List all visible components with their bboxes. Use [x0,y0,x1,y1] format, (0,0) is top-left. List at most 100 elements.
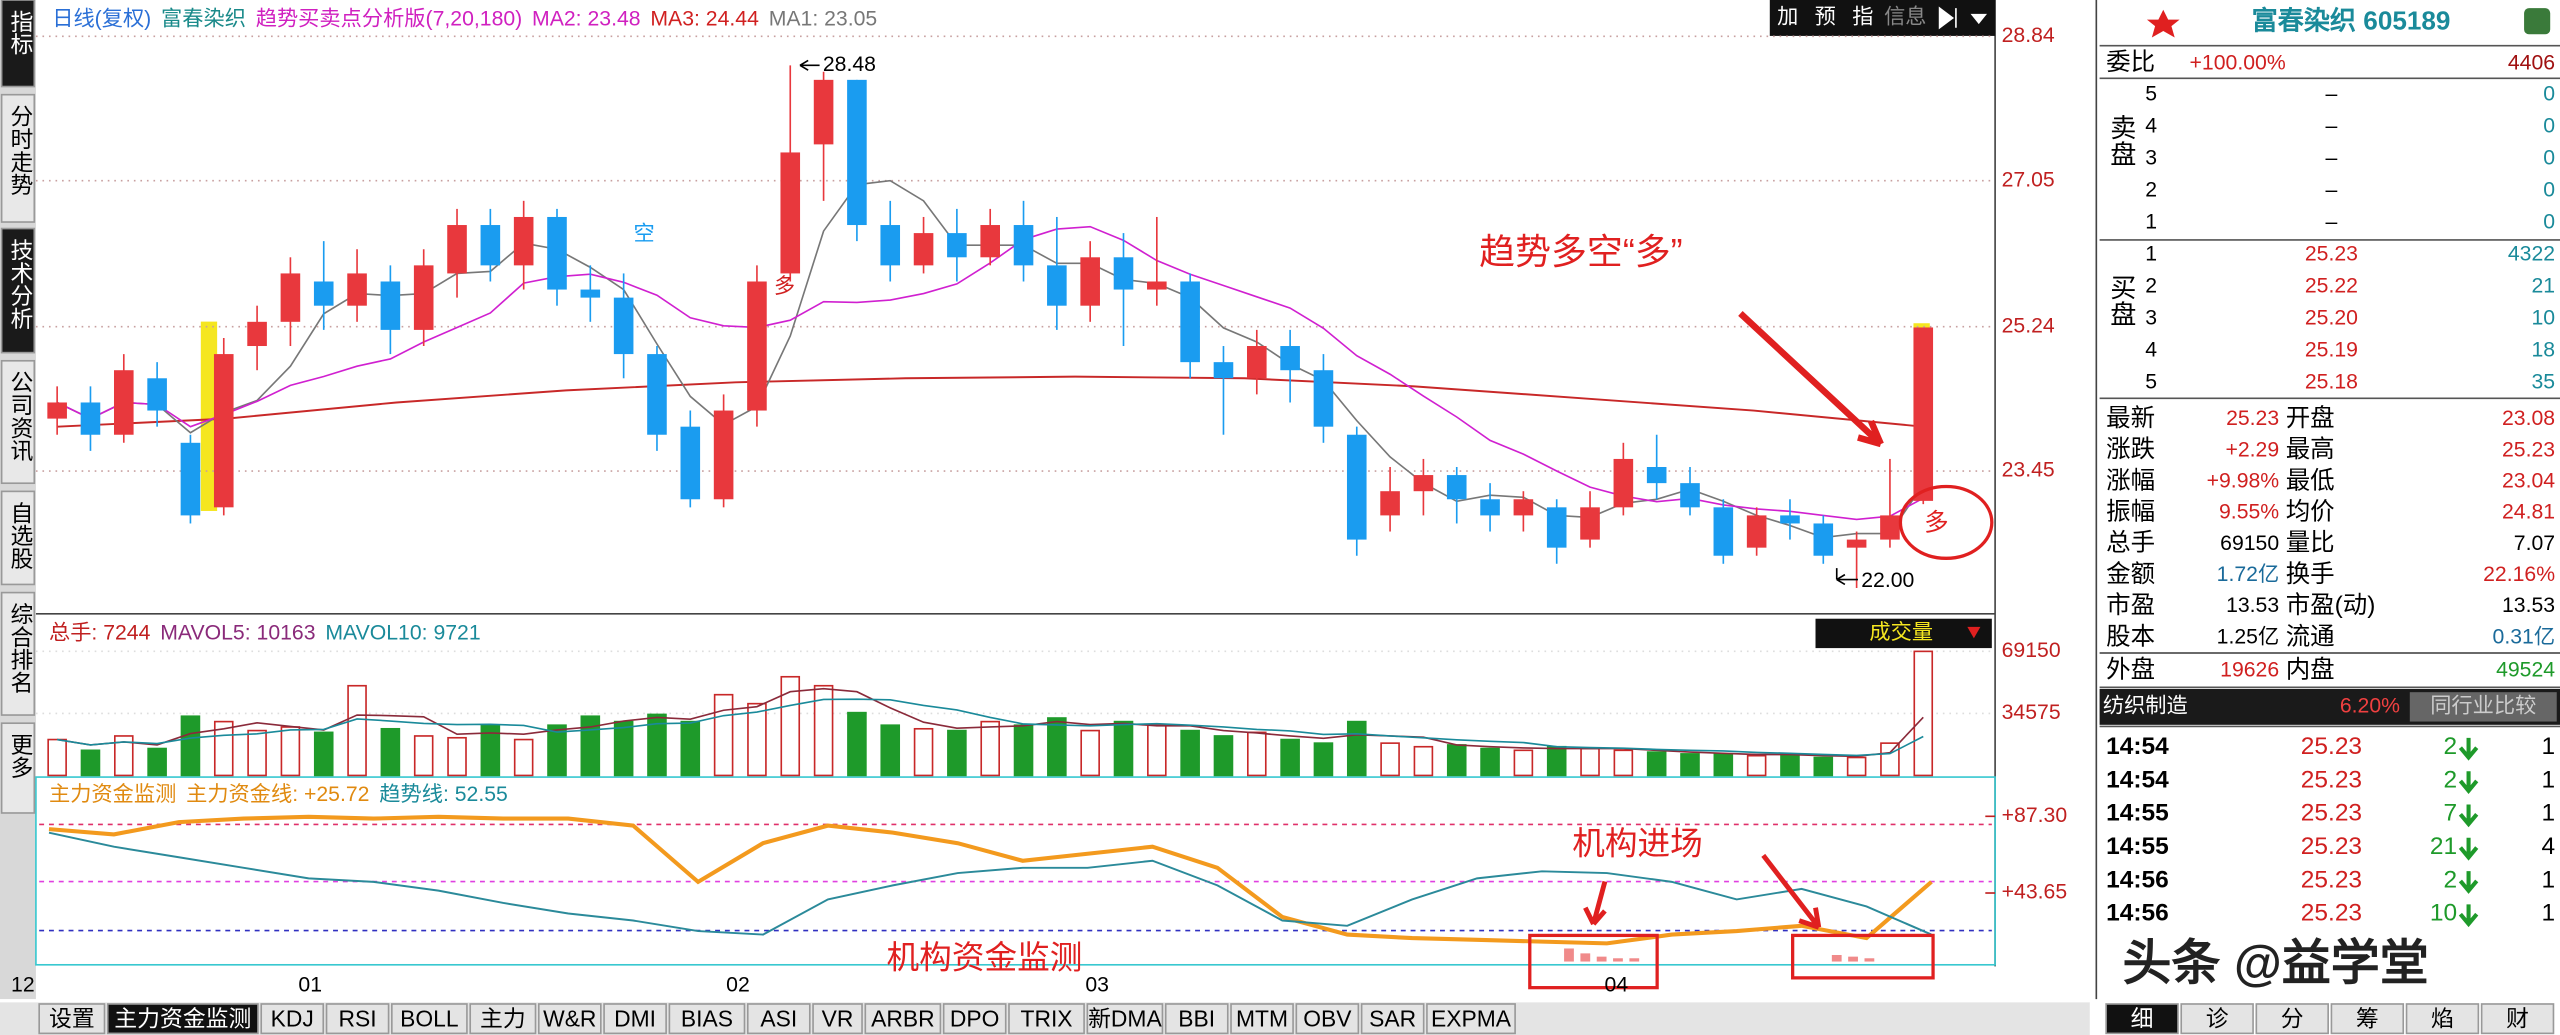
inst-bar [1831,955,1842,962]
price: 25.20 [2305,306,2358,329]
candle-body [80,402,101,435]
tab[interactable] [942,1003,1007,1035]
volume-bar [1746,754,1767,777]
x-date-label: 04 [1605,974,1629,997]
indicator-header-item: 主力资金线: +25.72 [186,782,369,806]
header-item: MA3: 24.44 [650,7,759,30]
tab-label: 主力 [480,1005,526,1031]
tab[interactable] [1426,1003,1516,1035]
header-item: 趋势买卖点分析版(7,20,180) [256,6,522,30]
volume-bar [1480,747,1500,777]
sidebar-tab[interactable] [0,0,36,88]
quote-tab[interactable] [2480,1003,2555,1035]
candle-body [747,281,767,411]
price: 25.22 [2305,274,2358,297]
trade-volume: 2 [2444,766,2458,793]
candle-body [647,354,667,435]
tab[interactable] [812,1003,863,1035]
toolbar-button[interactable]: 指 [1852,5,1873,29]
toolbar-button[interactable]: 加 [1777,5,1798,29]
sidebar-tab[interactable] [0,359,36,485]
signal-label: 空 [633,222,654,246]
tab[interactable] [1086,1003,1164,1035]
tab-label: BBI [1178,1005,1215,1031]
trade-count: 1 [2541,766,2555,793]
tab[interactable] [746,1003,811,1035]
tab[interactable] [1295,1003,1360,1035]
tab[interactable] [537,1003,602,1035]
candle-body [913,233,934,266]
volume-button[interactable]: 成交量 [1869,620,1933,644]
label: 委比 [2106,48,2155,76]
tab[interactable] [668,1003,746,1035]
candle-body [980,225,1000,258]
level: 5 [2145,370,2157,393]
quote-tab[interactable] [2255,1003,2329,1035]
arrow [1835,568,1858,586]
tab[interactable] [325,1003,390,1035]
highlight-bar [200,321,218,511]
volume-bar [1013,724,1034,777]
sidebar-tab[interactable] [0,722,36,814]
quote-tab[interactable] [2330,1003,2405,1035]
value: 4406 [2508,51,2555,74]
volume: 18 [2531,338,2555,361]
volume-bar [547,724,567,777]
volume-bar [280,726,301,777]
volume-bar [1280,738,1300,777]
volume: 0 [2543,178,2555,201]
level: 4 [2145,338,2157,361]
tab[interactable] [864,1003,942,1035]
tab[interactable] [1360,1003,1425,1035]
candle-body [1213,362,1234,379]
tab[interactable] [603,1003,667,1035]
volume-bar [113,735,134,777]
annotation-arrow [1583,880,1608,926]
sidebar-tab[interactable] [0,93,36,223]
trade-volume: 7 [2444,800,2458,827]
tab[interactable] [1008,1003,1085,1035]
toolbar-button[interactable]: 预 [1815,6,1836,29]
x-date-label: 02 [726,974,750,997]
volume-bar [813,684,834,777]
level: 2 [2145,178,2157,201]
tab[interactable] [391,1003,468,1035]
sidebar-tab[interactable] [0,227,36,354]
y-tick-label: 69150 [2002,639,2061,662]
sector-button[interactable] [2409,692,2557,722]
tab-label: TRIX [1021,1005,1073,1031]
toolbar-button[interactable]: 信息 [1884,5,1926,29]
tab-label: 设置 [49,1005,95,1031]
indicator-frame [35,776,1996,966]
volume-header-item: 总手: 7244 [49,620,151,644]
volume-bar [1713,753,1734,777]
volume-bar [1313,742,1334,777]
tab[interactable] [1230,1003,1294,1035]
candle-body [947,233,967,258]
tab-label: ARBR [871,1005,934,1031]
y-tick-label: +43.65 [2002,881,2068,904]
volume-bar [880,724,901,777]
volume: 0 [2543,210,2555,233]
candle-body [213,354,234,508]
quote-tab[interactable] [2405,1003,2480,1035]
volume-bar [1180,729,1200,777]
candle-body [1913,327,1934,501]
volume-bar [1813,756,1834,777]
tab[interactable] [106,1003,259,1035]
quote-tab[interactable] [2180,1003,2254,1035]
tab[interactable] [1164,1003,1229,1035]
candle-body [113,370,134,435]
label: 涨跌 [2106,435,2155,463]
tab[interactable] [38,1003,106,1035]
label: 股本 [2106,622,2155,650]
tab[interactable] [469,1003,537,1035]
value: 13.53 [2502,594,2555,617]
toolbar-bg [1769,0,1996,36]
quote-tab[interactable] [2105,1003,2179,1035]
volume-bar [780,675,801,777]
tab[interactable] [260,1003,325,1035]
sidebar-tab[interactable] [0,591,36,716]
sidebar-tab[interactable] [0,490,36,586]
